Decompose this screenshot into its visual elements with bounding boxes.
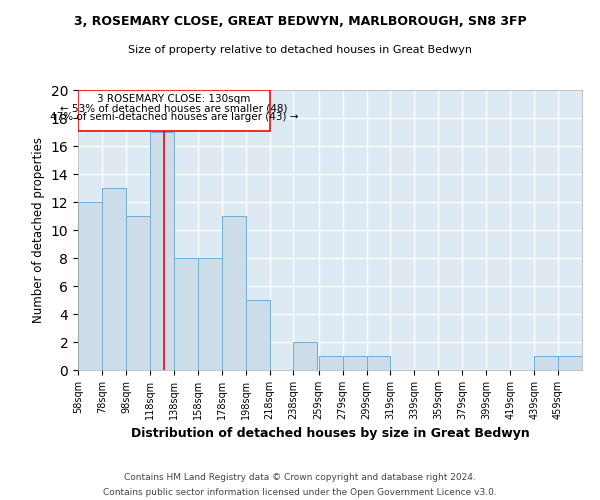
Bar xyxy=(198,258,221,370)
Text: Contains HM Land Registry data © Crown copyright and database right 2024.: Contains HM Land Registry data © Crown c… xyxy=(124,473,476,482)
Bar xyxy=(150,132,174,370)
Bar xyxy=(174,258,198,370)
Text: 3 ROSEMARY CLOSE: 130sqm: 3 ROSEMARY CLOSE: 130sqm xyxy=(97,94,250,104)
Text: Size of property relative to detached houses in Great Bedwyn: Size of property relative to detached ho… xyxy=(128,45,472,55)
Text: 47% of semi-detached houses are larger (43) →: 47% of semi-detached houses are larger (… xyxy=(50,112,298,122)
Bar xyxy=(319,356,343,370)
X-axis label: Distribution of detached houses by size in Great Bedwyn: Distribution of detached houses by size … xyxy=(131,428,529,440)
Y-axis label: Number of detached properties: Number of detached properties xyxy=(32,137,45,323)
Bar xyxy=(367,356,391,370)
Text: ← 53% of detached houses are smaller (48): ← 53% of detached houses are smaller (48… xyxy=(60,103,287,113)
Bar xyxy=(78,202,102,370)
Bar xyxy=(343,356,367,370)
Bar xyxy=(245,300,269,370)
Bar xyxy=(293,342,317,370)
Bar xyxy=(534,356,558,370)
Text: 3, ROSEMARY CLOSE, GREAT BEDWYN, MARLBOROUGH, SN8 3FP: 3, ROSEMARY CLOSE, GREAT BEDWYN, MARLBOR… xyxy=(74,15,526,28)
FancyBboxPatch shape xyxy=(78,90,269,130)
Bar xyxy=(558,356,582,370)
Bar xyxy=(126,216,150,370)
Bar xyxy=(221,216,245,370)
Text: Contains public sector information licensed under the Open Government Licence v3: Contains public sector information licen… xyxy=(103,488,497,497)
Bar xyxy=(102,188,126,370)
